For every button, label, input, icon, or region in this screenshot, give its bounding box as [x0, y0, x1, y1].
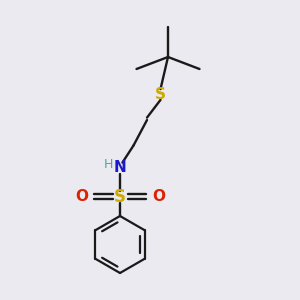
Text: S: S	[114, 188, 126, 206]
Text: O: O	[152, 189, 165, 204]
Text: N: N	[114, 160, 126, 175]
Text: S: S	[155, 87, 166, 102]
Text: O: O	[75, 189, 88, 204]
Text: H: H	[104, 158, 113, 171]
